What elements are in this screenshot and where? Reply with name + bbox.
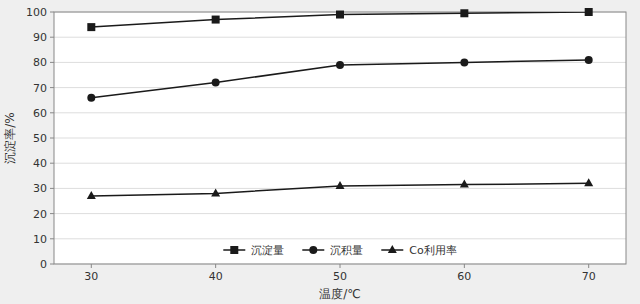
grid-line <box>54 87 626 88</box>
point-marker <box>87 94 95 102</box>
y-tick <box>50 62 54 63</box>
x-tick-label: 70 <box>582 270 596 283</box>
plot-frame <box>54 12 626 264</box>
lines-group <box>91 12 588 196</box>
legend-item: 沉淀量 <box>223 244 284 257</box>
point-marker <box>585 56 593 64</box>
point-marker <box>87 23 95 31</box>
y-tick-label: 80 <box>33 56 47 69</box>
y-tick <box>50 138 54 139</box>
grid-line <box>54 138 626 139</box>
legend: 沉淀量 沉积量 Co利用率 <box>223 244 456 257</box>
x-axis-label: 温度/℃ <box>319 287 361 301</box>
legend-marker <box>230 246 238 254</box>
point-marker <box>212 16 220 24</box>
legend-item: 沉积量 <box>302 244 363 257</box>
x-tick <box>588 264 589 268</box>
y-tick-label: 20 <box>33 208 47 221</box>
legend-label: 沉淀量 <box>251 244 284 257</box>
y-tick-label: 40 <box>33 157 47 170</box>
point-marker <box>585 8 593 16</box>
figure-background <box>0 0 640 304</box>
y-tick-label: 50 <box>33 132 47 145</box>
y-tick-label: 70 <box>33 82 47 95</box>
grid-line <box>54 238 626 239</box>
x-tick-label: 60 <box>457 270 471 283</box>
y-tick <box>50 238 54 239</box>
point-marker <box>212 79 220 87</box>
markers-group <box>87 8 593 199</box>
point-marker <box>336 181 345 189</box>
chart-container: 0 10 20 30 40 50 60 70 80 90 100 30 40 50 60 70 温度/℃ 沉淀率/… <box>0 0 640 304</box>
y-tick <box>50 37 54 38</box>
point-marker <box>87 191 96 199</box>
y-tick-label: 90 <box>33 31 47 44</box>
x-tick <box>215 264 216 268</box>
point-marker <box>336 11 344 19</box>
y-tick <box>50 163 54 164</box>
y-tick <box>50 112 54 113</box>
y-tick <box>50 12 54 13</box>
y-tick <box>50 188 54 189</box>
grid-line <box>54 37 626 38</box>
y-tick-label: 100 <box>26 6 47 19</box>
x-tick <box>464 264 465 268</box>
y-tick-label: 10 <box>33 233 47 246</box>
point-marker <box>460 58 468 66</box>
point-marker <box>584 178 593 186</box>
legend-item: Co利用率 <box>381 244 456 257</box>
grid-line <box>54 163 626 164</box>
y-tick-label: 30 <box>33 182 47 195</box>
x-tick-label: 30 <box>84 270 98 283</box>
grid-line <box>54 112 626 113</box>
x-tick <box>340 264 341 268</box>
series-line <box>91 60 588 98</box>
point-marker <box>460 180 469 188</box>
x-tick-label: 40 <box>209 270 223 283</box>
legend-marker <box>388 245 397 253</box>
legend-marker <box>309 246 317 254</box>
y-tick <box>50 264 54 265</box>
x-tick-label: 50 <box>333 270 347 283</box>
point-marker <box>336 61 344 69</box>
point-marker <box>460 9 468 17</box>
legend-label: 沉积量 <box>330 244 363 257</box>
y-tick-label: 60 <box>33 107 47 120</box>
y-axis-label: 沉淀率/% <box>3 112 17 163</box>
point-marker <box>211 188 220 196</box>
y-tick-label: 0 <box>40 258 47 271</box>
chart-svg: 0 10 20 30 40 50 60 70 80 90 100 30 40 50 60 70 温度/℃ 沉淀率/… <box>0 0 640 304</box>
legend-label: Co利用率 <box>409 244 456 257</box>
grid-line <box>54 213 626 214</box>
plot-background <box>54 12 626 264</box>
x-tick <box>91 264 92 268</box>
y-tick <box>50 87 54 88</box>
y-tick <box>50 213 54 214</box>
